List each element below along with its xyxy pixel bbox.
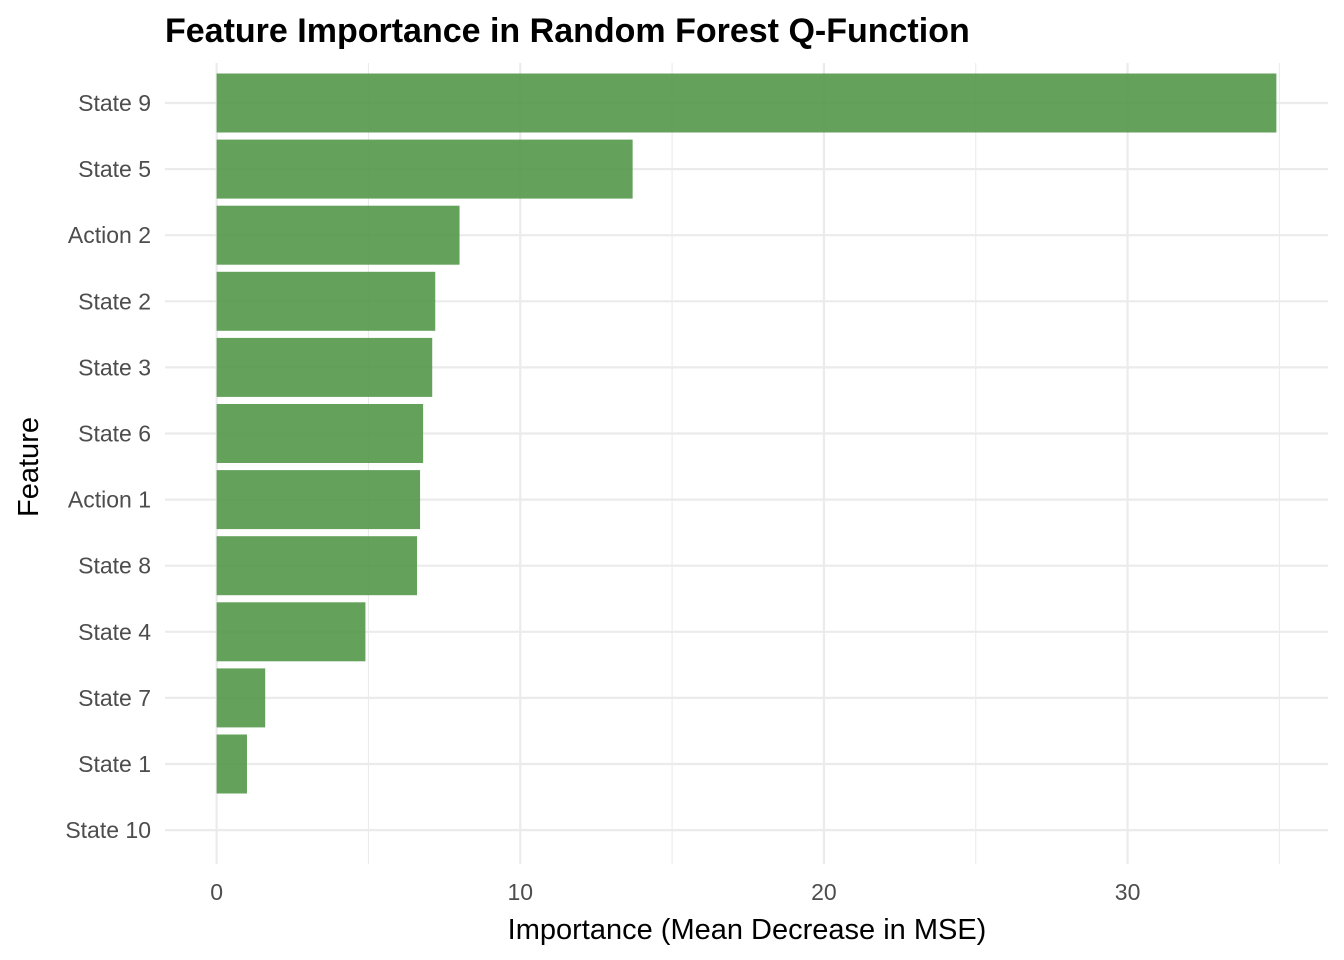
y-tick-label: State 3 [78, 354, 151, 380]
y-tick-label: State 10 [65, 817, 151, 843]
y-tick-label: State 6 [78, 421, 151, 447]
bar-state-4 [216, 602, 366, 662]
y-tick-label: State 5 [78, 156, 151, 182]
y-tick-label: State 8 [78, 553, 151, 579]
x-tick-label: 20 [811, 879, 837, 905]
bar-state-7 [216, 668, 266, 728]
x-tick-label: 0 [210, 879, 223, 905]
bar-state-3 [216, 337, 433, 397]
chart-title: Feature Importance in Random Forest Q-Fu… [165, 12, 970, 50]
y-axis-tick-labels: State 9 State 5 Action 2 State 2 State 3 Stat… [65, 90, 151, 843]
bar-state-8 [216, 536, 418, 596]
y-axis-title: Feature [13, 417, 45, 517]
y-tick-label: State 7 [78, 685, 151, 711]
x-tick-label: 10 [507, 879, 533, 905]
x-tick-label: 30 [1115, 879, 1141, 905]
y-tick-label: Action 2 [68, 222, 151, 248]
bar-state-5 [216, 139, 633, 199]
bar-state-6 [216, 404, 424, 463]
y-tick-label: State 4 [78, 619, 151, 645]
y-tick-label: Action 1 [68, 487, 151, 513]
bar-state-1 [216, 734, 247, 794]
bar-action-2 [216, 205, 460, 265]
bars [216, 73, 1277, 794]
y-tick-label: State 1 [78, 751, 151, 777]
x-axis-tick-labels: 0 10 20 30 [210, 879, 1140, 905]
x-axis-title: Importance (Mean Decrease in MSE) [508, 914, 987, 946]
bar-state-9 [216, 73, 1277, 133]
y-tick-label: State 9 [78, 90, 151, 116]
bar-state-2 [216, 271, 436, 331]
bar-action-1 [216, 470, 421, 530]
y-tick-label: State 2 [78, 288, 151, 314]
